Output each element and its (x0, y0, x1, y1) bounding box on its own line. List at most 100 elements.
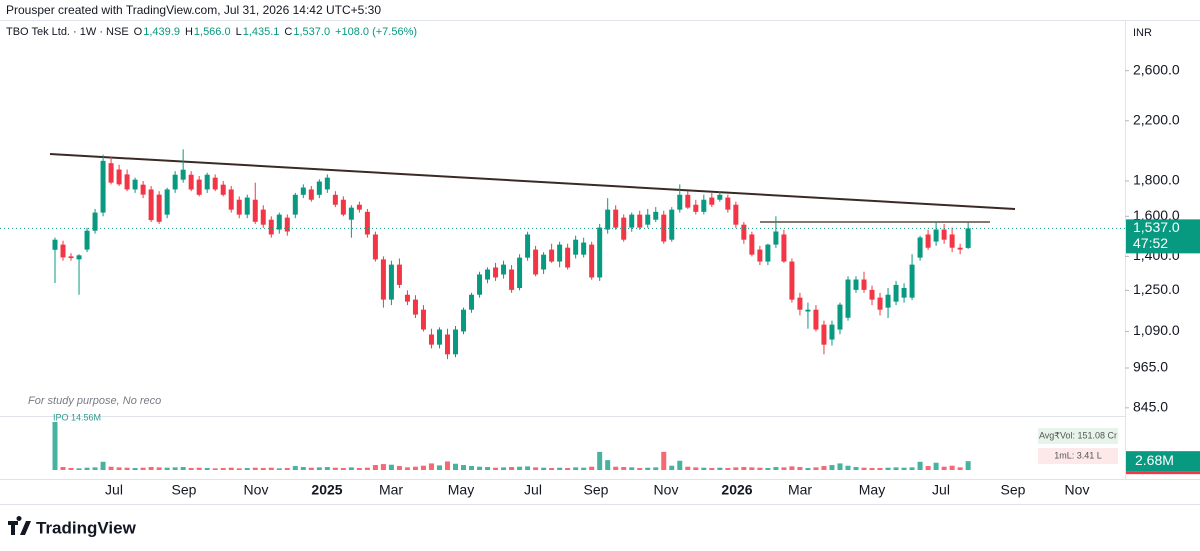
x-tick-label: Jul (932, 482, 950, 498)
volume-bar (877, 468, 883, 470)
volume-bar (364, 467, 370, 470)
candle-body (412, 299, 418, 315)
volume-bar (444, 461, 450, 470)
y-tick-label: 1,250.0 (1133, 281, 1180, 297)
candle-body (453, 329, 458, 355)
volume-bar (108, 466, 114, 470)
volume-bar (669, 465, 675, 470)
volume-bar (436, 465, 442, 470)
volume-bar (541, 467, 547, 470)
volume-bar (348, 467, 354, 470)
candle-body (276, 214, 282, 230)
volume-bar (140, 467, 146, 470)
candle-body (172, 174, 178, 190)
volume-bar (813, 467, 819, 470)
y-tick-label: 2,200.0 (1133, 111, 1180, 127)
countdown: 47:52 (1133, 235, 1168, 251)
candle-body (549, 249, 555, 262)
candle-body (821, 324, 827, 345)
field-key: L (236, 26, 242, 38)
x-tick-label: May (448, 482, 474, 498)
candle-body (669, 209, 675, 240)
volume-bar (677, 460, 683, 470)
volume-bar (589, 466, 595, 470)
x-tick-label: Sep (584, 482, 609, 498)
candle-body (60, 244, 66, 258)
candle-body (581, 242, 587, 255)
candle-body (653, 211, 659, 220)
volume-bar (845, 465, 851, 470)
candle-body (885, 294, 891, 308)
volume-bar (220, 468, 226, 470)
candle-body (749, 234, 755, 255)
candle-body (941, 229, 947, 240)
candle-body (300, 187, 306, 195)
volume-bar (236, 468, 242, 470)
volume-bar (180, 467, 186, 470)
trendline (49, 153, 1016, 210)
candle-body (268, 219, 274, 235)
candle-body (789, 261, 795, 300)
x-tick-label: 2026 (721, 482, 752, 498)
field-key: H (185, 26, 193, 38)
last-volume-box (1126, 451, 1200, 472)
candle-body (685, 194, 691, 208)
time-axis-border (0, 479, 1200, 480)
candle-body (741, 224, 747, 240)
candle-body (573, 239, 579, 255)
field-value: 1,566.0 (194, 26, 231, 38)
volume-bar (853, 467, 859, 470)
x-tick-label: Nov (1065, 482, 1090, 498)
candle-body (781, 234, 787, 262)
volume-bar (420, 465, 426, 470)
candle-body (917, 237, 923, 258)
candle-body (485, 269, 491, 280)
volume-bar (92, 467, 98, 470)
volume-bar (829, 465, 835, 470)
candle-body (845, 279, 851, 318)
volume-bar (805, 468, 811, 470)
candle-body (76, 255, 82, 260)
candle-body (765, 244, 771, 262)
candle-body (244, 197, 250, 215)
candle-body (861, 279, 867, 290)
volume-bar (557, 467, 563, 470)
candle-body (180, 169, 186, 180)
volume-note: IPO 14.56M (53, 412, 101, 422)
volume-bar (717, 467, 723, 470)
candle-body (124, 174, 130, 190)
volume-bar (485, 467, 491, 470)
candle-body (717, 194, 723, 200)
candle-body (396, 264, 402, 285)
candle-body (388, 264, 394, 300)
candle-body (116, 169, 122, 185)
candle-body (493, 267, 499, 278)
candle-body (84, 230, 90, 250)
volume-bar (244, 468, 250, 470)
candle-body (957, 247, 963, 250)
volume-bar (837, 463, 843, 470)
x-tick-label: 2025 (311, 482, 342, 498)
candle-body (645, 214, 651, 225)
volume-bar (68, 468, 74, 470)
liquidity-box (1038, 448, 1118, 464)
candle-body (436, 329, 442, 345)
volume-bar (725, 468, 731, 470)
volume-bar (861, 467, 867, 470)
volume-bar (284, 468, 290, 470)
candle-body (605, 209, 611, 230)
candle-body (933, 229, 939, 242)
candle-body (901, 287, 907, 298)
candle-body (140, 184, 146, 195)
volume-bar (372, 465, 378, 470)
x-tick-label: Nov (654, 482, 679, 498)
volume-bar (316, 467, 322, 470)
volume-bar (781, 467, 787, 470)
x-tick-label: Mar (788, 482, 812, 498)
volume-bar (757, 467, 763, 470)
candle-body (517, 257, 523, 288)
volume-bar (292, 466, 298, 470)
candle-body (469, 294, 475, 310)
volume-bar (597, 451, 603, 470)
symbol: TBO Tek Ltd. · 1W · NSE (6, 26, 129, 38)
